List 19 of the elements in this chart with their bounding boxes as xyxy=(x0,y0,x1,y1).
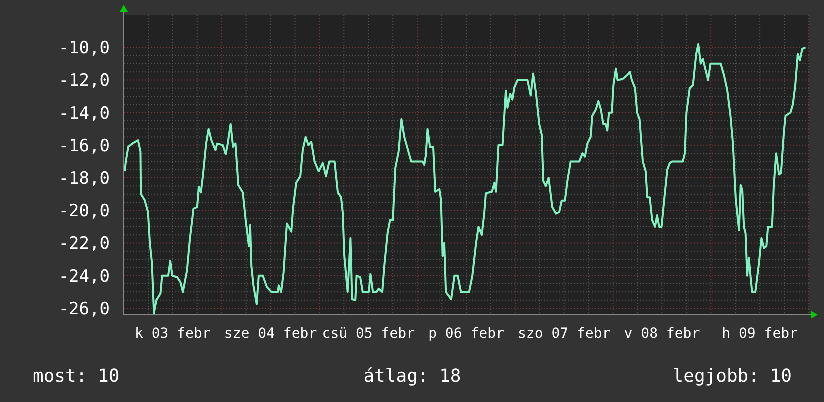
x-tick-label: csü 05 febr xyxy=(322,326,415,342)
x-tick-label: v 08 febr xyxy=(624,326,700,342)
y-tick-label: -24,0 xyxy=(58,266,110,287)
y-tick-label: -12,0 xyxy=(58,71,110,92)
text: átlag: 18 xyxy=(364,366,462,387)
x-tick-label: szo 07 febr xyxy=(518,326,611,342)
x-tick-label: p 06 febr xyxy=(428,326,504,342)
text: most: 10 xyxy=(33,366,120,387)
y-tick-label: -26,0 xyxy=(58,299,110,320)
y-tick-label: -16,0 xyxy=(58,136,110,156)
x-tick-label: h 09 febr xyxy=(722,326,798,342)
x-tick-label: sze 04 febr xyxy=(224,326,318,342)
y-tick-label: -20,0 xyxy=(58,202,110,222)
y-tick-label: -22,0 xyxy=(58,234,110,254)
y-tick-label: -10,0 xyxy=(58,38,110,59)
x-tick-label: k 03 febr xyxy=(135,326,211,342)
y-tick-label: -18,0 xyxy=(58,168,110,189)
text: legjobb: 10 xyxy=(672,366,792,387)
y-tick-label: -14,0 xyxy=(58,104,110,124)
